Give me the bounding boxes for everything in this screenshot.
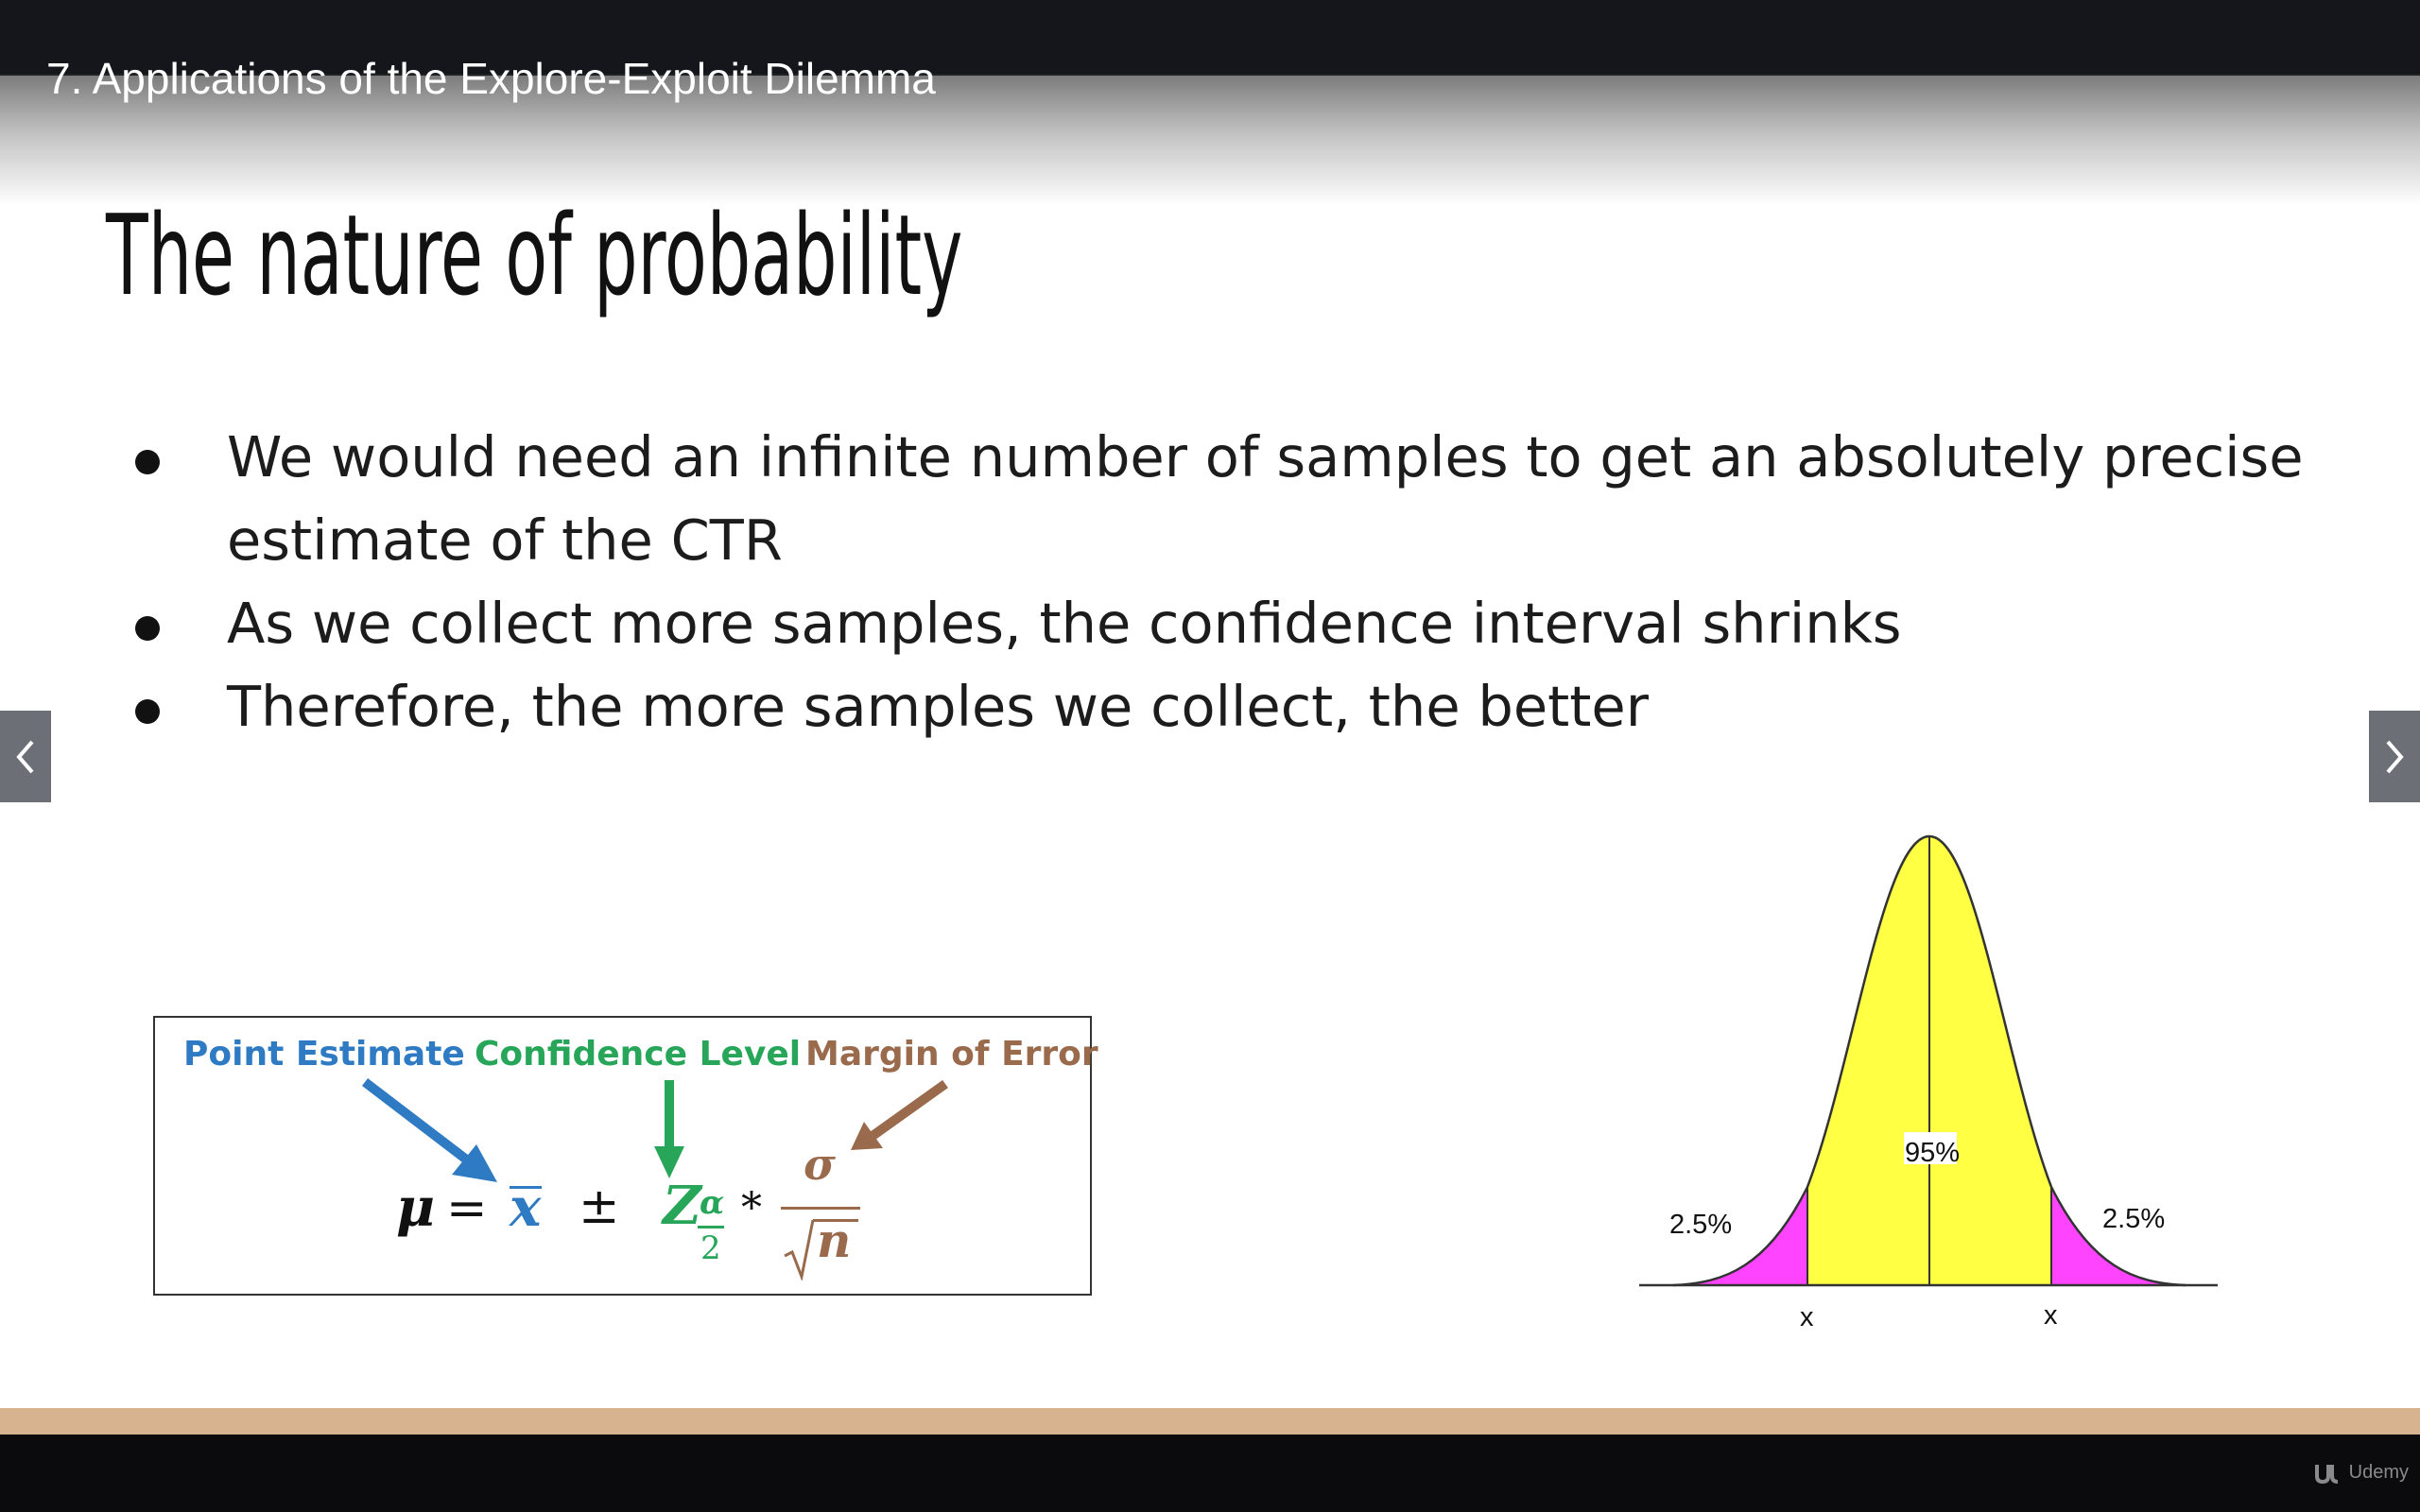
bullet-item: Therefore, the more samples we collect, … bbox=[123, 665, 2373, 748]
left-tail-label: 2.5% bbox=[1669, 1210, 1733, 1240]
normal-distribution-figure: 95% 2.5% 2.5% x x bbox=[1635, 822, 2231, 1351]
center-label-bg bbox=[1904, 1132, 1957, 1164]
xbar-symbol: x bbox=[510, 1177, 542, 1239]
confidence-interval-formula: Point Estimate Confidence Level Margin o… bbox=[153, 1016, 1098, 1296]
bullet-item: As we collect more samples, the confiden… bbox=[123, 582, 2373, 665]
video-bottom-bar bbox=[0, 1435, 2420, 1512]
right-marker-label: x bbox=[2044, 1300, 2058, 1331]
bullet-dot bbox=[135, 616, 160, 641]
alpha-fraction-line bbox=[698, 1226, 724, 1228]
bell-curve bbox=[1639, 834, 2218, 1287]
sigma-fraction-line bbox=[781, 1207, 860, 1210]
bullet-dot bbox=[135, 699, 160, 724]
slide-title: The nature of probability bbox=[106, 190, 963, 320]
margin-of-error-label: Margin of Error bbox=[805, 1035, 1098, 1074]
video-top-bar bbox=[0, 0, 2420, 76]
xbar-overline bbox=[510, 1186, 542, 1189]
previous-slide-button[interactable] bbox=[0, 711, 51, 802]
confidence-level-arrow bbox=[654, 1080, 684, 1178]
chevron-right-icon bbox=[2386, 740, 2404, 773]
sigma-symbol: σ bbox=[804, 1139, 836, 1190]
left-tail-region bbox=[1673, 1187, 1807, 1285]
udemy-watermark: Udemy bbox=[2313, 1461, 2409, 1484]
confidence-level-label: Confidence Level bbox=[475, 1035, 802, 1074]
center-percent-label: 95% bbox=[1905, 1138, 1961, 1168]
plus-minus-symbol: ± bbox=[579, 1178, 620, 1235]
mu-symbol: μ bbox=[396, 1177, 435, 1239]
two-symbol: 2 bbox=[700, 1229, 721, 1267]
bullet-text: Therefore, the more samples we collect, … bbox=[227, 674, 1649, 739]
right-tail-region bbox=[2051, 1187, 2186, 1285]
lecture-title: 7. Applications of the Explore-Exploit D… bbox=[46, 54, 936, 103]
formula-arrows bbox=[361, 1078, 948, 1182]
right-tail-label: 2.5% bbox=[2102, 1204, 2166, 1234]
n-symbol: n bbox=[817, 1212, 852, 1268]
bullet-list: We would need an infinite number of samp… bbox=[123, 416, 2373, 748]
alpha-symbol: α bbox=[700, 1184, 725, 1222]
square-root-sign bbox=[784, 1219, 815, 1280]
bullet-text: We would need an infinite number of samp… bbox=[227, 424, 2304, 573]
equals-symbol: = bbox=[446, 1180, 488, 1237]
z-symbol: Z bbox=[663, 1175, 701, 1237]
margin-of-error-arrow bbox=[851, 1079, 948, 1150]
brand-name: Udemy bbox=[2348, 1461, 2409, 1483]
bullet-text: As we collect more samples, the confiden… bbox=[227, 591, 1902, 656]
sqrt-overline bbox=[813, 1219, 858, 1222]
point-estimate-label: Point Estimate bbox=[183, 1035, 465, 1074]
point-estimate-arrow bbox=[361, 1078, 497, 1182]
next-slide-button[interactable] bbox=[2369, 711, 2420, 802]
chevron-left-icon bbox=[16, 740, 34, 773]
udemy-logo-icon bbox=[2314, 1465, 2338, 1484]
top-gradient-overlay bbox=[0, 74, 2420, 206]
bullet-dot bbox=[135, 450, 160, 474]
left-marker-label: x bbox=[1800, 1302, 1814, 1332]
times-symbol: * bbox=[741, 1184, 762, 1232]
bullet-item: We would need an infinite number of samp… bbox=[123, 416, 2373, 582]
bottom-accent-stripe bbox=[0, 1408, 2420, 1435]
